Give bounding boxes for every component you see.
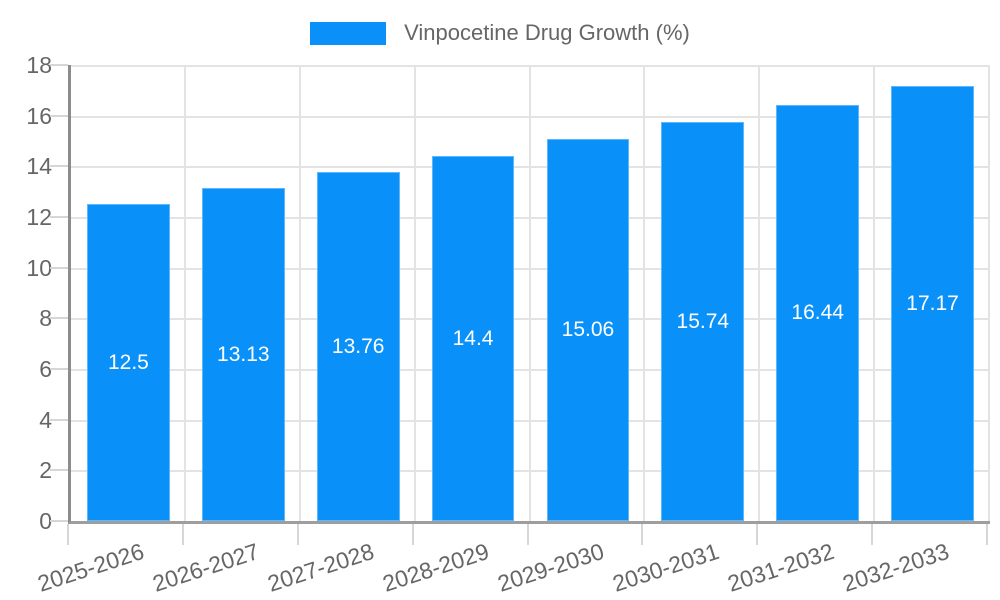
y-axis-tick-label: 12 <box>26 204 52 230</box>
y-axis-tick-mark <box>50 418 68 421</box>
gridline-vertical <box>413 65 416 521</box>
gridline-vertical <box>643 65 646 521</box>
y-axis-tick-label: 2 <box>39 457 52 484</box>
bar-2026-2027[interactable]: 13.13 <box>201 188 285 521</box>
gridline-vertical <box>873 65 876 521</box>
gridline-horizontal <box>71 166 990 169</box>
x-axis-tick-label: 2029-2030 <box>494 538 607 597</box>
bar-value-label: 13.76 <box>331 334 385 358</box>
bar-2029-2030[interactable]: 15.06 <box>546 139 630 521</box>
y-axis-tick-label: 16 <box>26 102 52 129</box>
y-axis-tick-mark <box>50 469 68 472</box>
gridline-vertical <box>758 65 761 521</box>
y-axis-tick-label: 4 <box>39 406 52 433</box>
x-axis-tick-label: 2025-2026 <box>34 538 148 597</box>
legend-swatch <box>310 21 387 45</box>
y-axis-tick-mark <box>50 266 68 269</box>
gridline-vertical <box>528 65 531 521</box>
x-axis-tick-mark <box>181 524 184 545</box>
bar-2027-2028[interactable]: 13.76 <box>316 172 400 521</box>
x-axis-tick-mark <box>411 524 414 545</box>
y-axis-tick-mark <box>50 368 68 370</box>
bar-value-label: 14.4 <box>452 326 494 350</box>
x-axis-tick-label: 2028-2029 <box>379 538 493 597</box>
plot-area: 12.5 13.13 13.76 14.4 15.06 15.74 16.44 17.17 <box>68 65 990 524</box>
y-axis-tick-label: 10 <box>26 254 52 281</box>
bar-2031-2032[interactable]: 16.44 <box>776 104 860 521</box>
gridline-vertical <box>988 65 990 521</box>
x-axis-tick-mark <box>67 524 69 545</box>
bar-value-label: 17.17 <box>906 291 959 315</box>
y-axis-tick-label: 6 <box>39 356 52 382</box>
gridline-horizontal <box>71 217 990 219</box>
y-axis-tick-label: 0 <box>39 508 52 534</box>
x-axis-tick-mark <box>871 524 874 545</box>
x-axis-tick-mark <box>296 524 299 545</box>
x-axis-tick-label: 2026-2027 <box>149 538 263 597</box>
y-axis-tick-mark <box>50 317 68 320</box>
bar-2030-2031[interactable]: 15.74 <box>661 122 745 521</box>
y-axis-tick-mark <box>50 114 68 117</box>
x-axis-tick-label: 2032-2033 <box>838 538 952 597</box>
x-axis-tick-mark <box>641 524 644 545</box>
y-axis-tick-label: 14 <box>26 153 52 180</box>
y-axis-tick-mark <box>50 64 68 66</box>
gridline-horizontal <box>71 369 990 371</box>
y-axis-tick-label: 18 <box>26 52 52 78</box>
x-axis-tick-mark <box>986 524 988 545</box>
bar-2025-2026[interactable]: 12.5 <box>87 204 170 521</box>
bar-value-label: 13.13 <box>217 342 270 366</box>
gridline-horizontal <box>71 65 990 67</box>
x-axis-tick-mark <box>756 524 759 545</box>
x-axis-tick-label: 2027-2028 <box>264 538 378 597</box>
x-axis-tick-mark <box>526 524 529 545</box>
y-axis-tick-label: 8 <box>39 305 52 332</box>
gridline-horizontal <box>71 470 990 473</box>
bar-value-label: 12.5 <box>107 350 149 374</box>
gridline-horizontal <box>71 419 990 422</box>
bar-value-label: 15.06 <box>561 318 615 342</box>
gridline-vertical <box>298 65 301 521</box>
gridline-horizontal <box>71 267 990 270</box>
gridline-horizontal <box>71 318 990 321</box>
bar-2032-2033[interactable]: 17.17 <box>891 86 974 521</box>
gridline-horizontal <box>71 115 990 118</box>
gridline-vertical <box>183 65 186 521</box>
bar-value-label: 16.44 <box>791 300 844 324</box>
y-axis-tick-mark <box>50 165 68 168</box>
y-axis-tick-mark <box>50 520 68 522</box>
bar-value-label: 15.74 <box>676 309 730 333</box>
y-axis-tick-mark <box>50 216 68 218</box>
legend[interactable]: Vinpocetine Drug Growth (%) <box>0 20 1000 46</box>
bar-2028-2029[interactable]: 14.4 <box>431 156 515 521</box>
x-axis-tick-label: 2031-2032 <box>724 538 837 597</box>
legend-label: Vinpocetine Drug Growth (%) <box>404 20 690 45</box>
x-axis-tick-label: 2030-2031 <box>609 538 722 597</box>
